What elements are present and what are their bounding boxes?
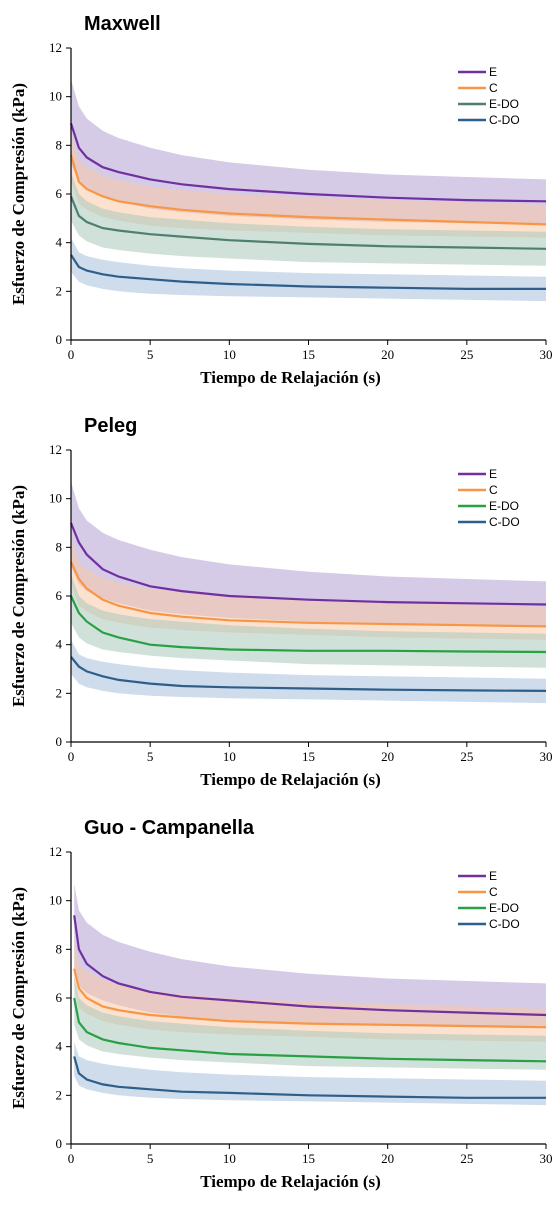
y-tick-label: 2 [56, 685, 63, 700]
legend-label-c: C [489, 81, 498, 95]
y-tick-label: 2 [56, 283, 63, 298]
legend-label-c-do: C-DO [489, 515, 520, 529]
series-line-e [69, 522, 547, 606]
x-tick-label: 30 [540, 1151, 553, 1166]
band-c [74, 939, 546, 1042]
legend: EC E-DO C-DO [458, 467, 520, 529]
y-tick-label: 12 [49, 40, 62, 55]
band-c [71, 135, 546, 238]
x-tick-label: 10 [223, 347, 236, 362]
band-c [71, 537, 546, 640]
band-e-do [71, 172, 546, 266]
y-tick-label: 8 [56, 941, 63, 956]
legend: EC E-DO C-DO [458, 869, 520, 931]
series-line-e-do [73, 997, 547, 1063]
x-tick-label: 0 [68, 749, 75, 764]
legend-label-e: E [489, 65, 497, 79]
y-tick-label: 0 [56, 332, 63, 347]
series-line-e [73, 915, 547, 1017]
chart-panel-guo-campanella: Guo - Campanella 0 2 4 6 8 10 12 0 5 10 15 20 25 30 Tie… [0, 804, 558, 1206]
series-line-c-do [70, 656, 547, 692]
y-tick-label: 0 [56, 734, 63, 749]
x-tick-label: 0 [68, 1151, 75, 1166]
legend-label-c-do: C-DO [489, 113, 520, 127]
x-tick-label: 25 [460, 1151, 473, 1166]
legend-label-c-do: C-DO [489, 917, 520, 931]
y-tick-label: 6 [56, 990, 63, 1005]
y-axis-label: Esfuerzo de Compresión (kPa) [9, 83, 28, 305]
x-tick-label: 30 [540, 347, 553, 362]
y-axis-label: Esfuerzo de Compresión (kPa) [9, 887, 28, 1109]
y-tick-label: 0 [56, 1136, 63, 1151]
y-tick-label: 10 [49, 893, 62, 908]
series-line-c [73, 968, 547, 1029]
series-line-e-do [69, 195, 547, 250]
chart-title: Maxwell [84, 13, 161, 35]
y-tick-label: 10 [49, 89, 62, 104]
chart-guo-campanella: Guo - Campanella 0 2 4 6 8 10 12 0 5 10 15 20 25 30 Tie… [9, 817, 553, 1191]
series-line-c [69, 154, 547, 226]
legend: EC E-DO C-DO [458, 65, 520, 127]
legend-label-e: E [489, 869, 497, 883]
band-c-do [74, 1041, 546, 1106]
y-tick-label: 4 [56, 235, 63, 250]
x-axis-label: Tiempo de Relajación (s) [200, 770, 381, 789]
chart-maxwell: Maxwell 0 2 4 6 8 10 12 0 5 10 15 20 25 30 Tiempo de Re… [9, 13, 553, 387]
x-tick-label: 10 [223, 1151, 236, 1166]
x-axis-label: Tiempo de Relajación (s) [200, 1172, 381, 1191]
y-tick-label: 8 [56, 137, 63, 152]
y-axis-label: Esfuerzo de Compresión (kPa) [9, 485, 28, 707]
y-tick-label: 4 [56, 1039, 63, 1054]
legend-label-e-do: E-DO [489, 97, 519, 111]
legend-label-e-do: E-DO [489, 901, 519, 915]
y-tick-label: 6 [56, 186, 63, 201]
x-tick-label: 5 [147, 1151, 154, 1166]
series-line-e-do [70, 595, 547, 654]
chart-panel-maxwell: Maxwell 0 2 4 6 8 10 12 0 5 10 15 20 25 30 Tiempo de Re… [0, 0, 558, 402]
band-e-do [71, 574, 546, 668]
y-tick-label: 8 [56, 539, 63, 554]
legend-label-c: C [489, 483, 498, 497]
x-tick-label: 20 [381, 749, 394, 764]
y-tick-label: 12 [49, 442, 62, 457]
series-line-c-do [70, 254, 546, 290]
band-e-do [74, 976, 546, 1070]
band-e [71, 481, 546, 627]
legend-label-e: E [489, 467, 497, 481]
band-c-do [71, 237, 546, 302]
band-e [71, 79, 546, 225]
x-tick-label: 30 [540, 749, 553, 764]
legend-label-c: C [489, 885, 498, 899]
chart-title: Peleg [84, 415, 137, 437]
x-tick-label: 15 [302, 347, 315, 362]
y-tick-label: 10 [49, 491, 62, 506]
series-line-c-do [73, 1056, 546, 1099]
x-tick-label: 5 [147, 347, 154, 362]
x-tick-label: 25 [460, 749, 473, 764]
series-line-c [70, 561, 547, 628]
chart-title: Guo - Campanella [84, 817, 255, 839]
legend-label-e-do: E-DO [489, 499, 519, 513]
x-tick-label: 10 [223, 749, 236, 764]
x-tick-label: 15 [302, 1151, 315, 1166]
chart-peleg: Peleg 0 2 4 6 8 10 12 0 5 10 15 20 25 30 Tiempo de Rela… [9, 415, 553, 789]
x-tick-label: 20 [381, 1151, 394, 1166]
y-tick-label: 6 [56, 588, 63, 603]
x-tick-label: 25 [460, 347, 473, 362]
series-line-e [69, 123, 547, 203]
x-tick-label: 5 [147, 749, 154, 764]
x-axis-label: Tiempo de Relajación (s) [200, 368, 381, 387]
x-tick-label: 20 [381, 347, 394, 362]
y-tick-label: 12 [49, 844, 62, 859]
x-tick-label: 15 [302, 749, 315, 764]
y-tick-label: 4 [56, 637, 63, 652]
y-tick-label: 2 [56, 1087, 63, 1102]
x-tick-label: 0 [68, 347, 75, 362]
band-e [74, 883, 546, 1029]
chart-panel-peleg: Peleg 0 2 4 6 8 10 12 0 5 10 15 20 25 30 Tiempo de Rela… [0, 402, 558, 804]
